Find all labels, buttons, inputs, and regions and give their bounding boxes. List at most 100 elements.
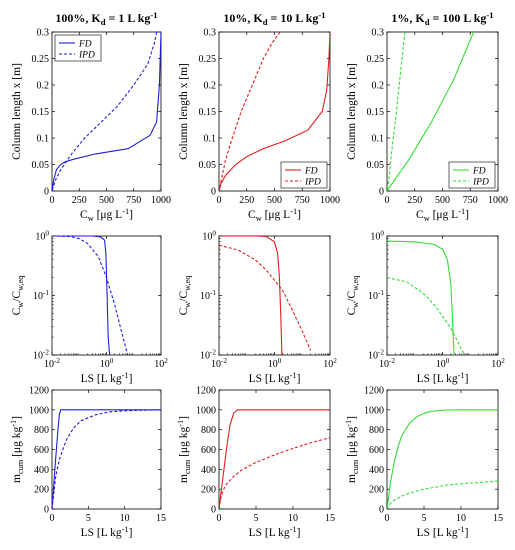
x-tick-label: 100 — [268, 357, 282, 370]
y-tick-label: 400 — [201, 465, 216, 476]
x-tick-label: 10 — [456, 513, 466, 524]
chart-title: 100%, Kd = 1 L kg-1 — [55, 10, 157, 27]
y-tick-label: 800 — [369, 425, 384, 436]
x-tick-label: 0 — [50, 195, 55, 206]
y-tick-label: 0.05 — [199, 160, 217, 171]
x-tick-label: 0 — [385, 513, 390, 524]
y-tick-label: 0.3 — [37, 28, 50, 39]
legend-box — [54, 34, 102, 62]
x-tick-label: 250 — [72, 195, 87, 206]
x-tick-label: 102 — [491, 357, 505, 370]
y-tick-label: 400 — [34, 465, 49, 476]
y-tick-label: 0.2 — [372, 81, 385, 92]
y-tick-label: 0.25 — [199, 54, 217, 65]
chart-panel-8: 0 5 10 15 0 200 400 600 800 1000 1200 LS [L kg-1] mc… — [176, 386, 335, 540]
series-line-ipd — [219, 437, 330, 509]
x-tick-label: 15 — [325, 513, 335, 524]
x-tick-label: 500 — [435, 195, 450, 206]
y-tick-label: 0.05 — [32, 160, 50, 171]
x-tick-label: 100 — [100, 357, 114, 370]
y-tick-label: 0.1 — [204, 134, 217, 145]
x-tick-label: 5 — [86, 513, 91, 524]
x-axis-label: LS [L kg-1] — [417, 371, 469, 385]
series-line-ipd — [219, 244, 312, 351]
chart-title: 1%, Kd = 100 L kg-1 — [391, 10, 493, 27]
x-axis-label: LS [L kg-1] — [249, 525, 301, 539]
y-tick-label: 200 — [369, 485, 384, 496]
series-line-ipd — [219, 32, 281, 191]
series-line-fd — [219, 236, 283, 355]
legend-box — [280, 161, 328, 189]
y-tick-label: 0.1 — [37, 134, 50, 145]
y-tick-label: 100 — [202, 230, 216, 243]
y-tick-label: 0 — [379, 187, 384, 198]
chart-panel-7: 0 5 10 15 0 200 400 600 800 1000 1200 LS [L kg-1] mc… — [9, 386, 166, 540]
y-tick-label: 1200 — [196, 386, 216, 397]
y-tick-label: 0 — [211, 505, 216, 516]
series-line-fd — [219, 32, 330, 191]
y-axis-label: Column length x [m] — [346, 63, 358, 160]
x-tick-label: 500 — [99, 195, 114, 206]
x-tick-label: 750 — [126, 195, 141, 206]
y-tick-label: 0.15 — [199, 107, 217, 118]
legend-label: FD — [304, 167, 318, 177]
x-tick-label: 0 — [385, 195, 390, 206]
series-line-ipd — [387, 32, 406, 191]
y-axis-label: Column length x [m] — [178, 63, 190, 160]
x-tick-label: 250 — [239, 195, 254, 206]
chart-panel-1: 0 250 500 750 1000 0 0.05 0.1 0.15 0.2 0.25 0.3 Cw [… — [11, 10, 171, 223]
x-axis-label: LS [L kg-1] — [249, 371, 301, 385]
plot-frame — [386, 235, 499, 356]
y-tick-label: 600 — [369, 445, 384, 456]
x-axis-label: LS [L kg-1] — [81, 371, 133, 385]
y-tick-label: 800 — [34, 425, 49, 436]
y-axis-label: Column length x [m] — [11, 63, 23, 160]
series-line-ipd — [52, 32, 158, 191]
y-axis-label: Cw/Cw,eq — [11, 276, 25, 316]
plot-frame — [386, 389, 499, 510]
series-line-ipd — [52, 236, 129, 355]
y-axis-label: mcum [μg kg-1] — [9, 416, 25, 483]
series-line-ipd — [387, 480, 498, 509]
plot-frame — [51, 389, 162, 510]
x-tick-label: 10-2 — [379, 357, 395, 370]
series-line-fd — [52, 32, 161, 191]
y-tick-label: 0.1 — [372, 134, 385, 145]
legend-label: IPD — [472, 178, 489, 188]
x-tick-label: 10 — [120, 513, 130, 524]
y-tick-label: 0.15 — [367, 107, 385, 118]
y-tick-label: 0 — [44, 505, 49, 516]
x-tick-label: 750 — [463, 195, 478, 206]
y-tick-label: 10-1 — [368, 289, 384, 302]
y-tick-label: 1200 — [364, 386, 384, 397]
y-tick-label: 1200 — [29, 386, 49, 397]
y-tick-label: 600 — [201, 445, 216, 456]
x-tick-label: 1000 — [151, 195, 171, 206]
y-tick-label: 0 — [379, 505, 384, 516]
y-tick-label: 800 — [201, 425, 216, 436]
y-axis-label: Cw/Cw,eq — [346, 276, 360, 316]
legend-label: IPD — [78, 51, 95, 61]
x-tick-label: 0 — [217, 513, 222, 524]
x-axis-label: Cw [μg L-1] — [248, 207, 301, 223]
plot-frame — [218, 389, 331, 510]
y-tick-label: 10-2 — [33, 349, 49, 362]
y-tick-label: 200 — [201, 485, 216, 496]
x-tick-label: 10 — [288, 513, 298, 524]
y-tick-label: 100 — [370, 230, 384, 243]
y-tick-label: 10-1 — [33, 289, 49, 302]
series-line-fd — [52, 236, 111, 355]
x-axis-label: Cw [μg L-1] — [80, 207, 133, 223]
x-tick-label: 10-2 — [44, 357, 60, 370]
x-axis-label: Cw [μg L-1] — [416, 207, 469, 223]
y-tick-label: 0.25 — [32, 54, 50, 65]
plot-frame — [218, 235, 331, 356]
chart-title: 10%, Kd = 10 L kg-1 — [223, 10, 325, 27]
y-tick-label: 10-2 — [368, 349, 384, 362]
